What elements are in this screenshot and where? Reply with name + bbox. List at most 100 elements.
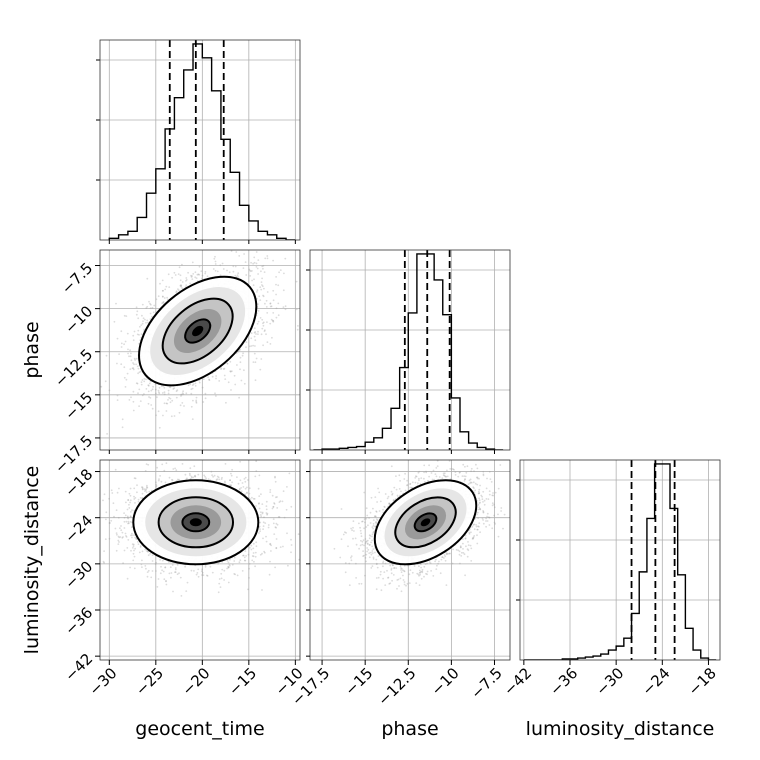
- sample-point: [150, 404, 153, 406]
- sample-point: [258, 532, 260, 534]
- sample-point: [121, 531, 124, 534]
- sample-point: [226, 567, 229, 570]
- sample-point: [243, 382, 246, 385]
- histogram-geocent_time: [108, 43, 296, 240]
- sample-point: [253, 256, 256, 259]
- sample-point: [115, 302, 117, 305]
- sample-point: [116, 337, 119, 340]
- sample-point: [227, 581, 230, 584]
- sample-point: [238, 255, 241, 257]
- sample-point: [248, 492, 251, 495]
- sample-point: [270, 550, 272, 552]
- sample-point: [132, 547, 134, 549]
- sample-point: [262, 321, 265, 324]
- sample-point: [140, 435, 142, 437]
- sample-point: [245, 341, 248, 343]
- sample-point: [155, 570, 157, 572]
- sample-point: [168, 561, 170, 563]
- sample-point: [227, 566, 230, 569]
- sample-point: [168, 476, 171, 479]
- sample-point: [252, 555, 255, 558]
- sample-point: [272, 505, 275, 508]
- histogram-phase: [313, 253, 504, 450]
- sample-point: [261, 589, 263, 591]
- sample-point: [233, 247, 235, 249]
- sample-point: [112, 502, 115, 505]
- sample-point: [126, 332, 129, 335]
- sample-point: [133, 357, 136, 360]
- sample-point: [116, 394, 119, 397]
- sample-point: [156, 466, 159, 469]
- sample-point: [133, 567, 136, 570]
- sample-point: [239, 460, 242, 463]
- sample-point: [262, 528, 264, 530]
- sample-point: [164, 566, 167, 568]
- sample-point: [180, 395, 182, 397]
- sample-point: [229, 370, 232, 373]
- sample-point: [103, 493, 106, 496]
- sample-point: [208, 378, 211, 381]
- sample-point: [176, 389, 179, 391]
- sample-point: [119, 527, 121, 530]
- sample-point: [254, 551, 257, 554]
- sample-point: [121, 426, 124, 429]
- sample-point: [249, 275, 252, 277]
- sample-point: [225, 401, 227, 404]
- sample-point: [144, 490, 146, 492]
- sample-point: [275, 307, 278, 310]
- sample-point: [245, 346, 247, 349]
- sample-point: [247, 588, 249, 591]
- sample-point: [117, 543, 120, 545]
- sample-point: [259, 286, 262, 289]
- sample-point: [163, 578, 166, 581]
- sample-point: [269, 560, 271, 563]
- sample-point: [155, 483, 158, 486]
- sample-point: [174, 567, 177, 569]
- sample-point: [252, 552, 255, 554]
- sample-point: [278, 516, 281, 519]
- sample-point: [115, 509, 118, 512]
- sample-point: [258, 295, 261, 298]
- sample-point: [126, 515, 129, 518]
- sample-point: [227, 237, 229, 239]
- sample-point: [125, 315, 128, 317]
- sample-point: [185, 590, 188, 592]
- sample-point: [140, 383, 143, 386]
- sample-point: [261, 277, 263, 280]
- sample-point: [271, 507, 274, 510]
- sample-point: [260, 333, 263, 336]
- sample-point: [155, 485, 158, 488]
- sample-point: [201, 568, 204, 571]
- sample-point: [147, 390, 150, 393]
- sample-point: [253, 352, 256, 355]
- sample-point: [136, 484, 138, 487]
- sample-point: [141, 487, 144, 490]
- sample-point: [274, 526, 277, 529]
- sample-point: [233, 573, 236, 575]
- sample-point: [269, 542, 272, 545]
- sample-point: [145, 463, 148, 465]
- sample-point: [132, 400, 135, 403]
- sample-point: [129, 501, 132, 504]
- sample-point: [245, 555, 248, 557]
- sample-point: [252, 284, 255, 287]
- sample-point: [188, 472, 191, 475]
- sample-point: [216, 478, 219, 481]
- sample-point: [282, 545, 284, 548]
- sample-point: [214, 392, 216, 395]
- sample-point: [132, 543, 135, 546]
- sample-point: [260, 281, 263, 283]
- sample-point: [121, 537, 124, 539]
- sample-point: [171, 478, 173, 481]
- sample-point: [224, 463, 227, 465]
- sample-point: [262, 267, 264, 270]
- sample-point: [208, 379, 211, 381]
- sample-point: [284, 308, 287, 311]
- sample-point: [272, 289, 275, 292]
- sample-point: [237, 276, 240, 278]
- hist-panel-geocent_time: [96, 39, 301, 241]
- sample-point: [257, 333, 259, 335]
- sample-point: [189, 474, 191, 476]
- sample-point: [269, 302, 272, 305]
- sample-point: [170, 576, 172, 579]
